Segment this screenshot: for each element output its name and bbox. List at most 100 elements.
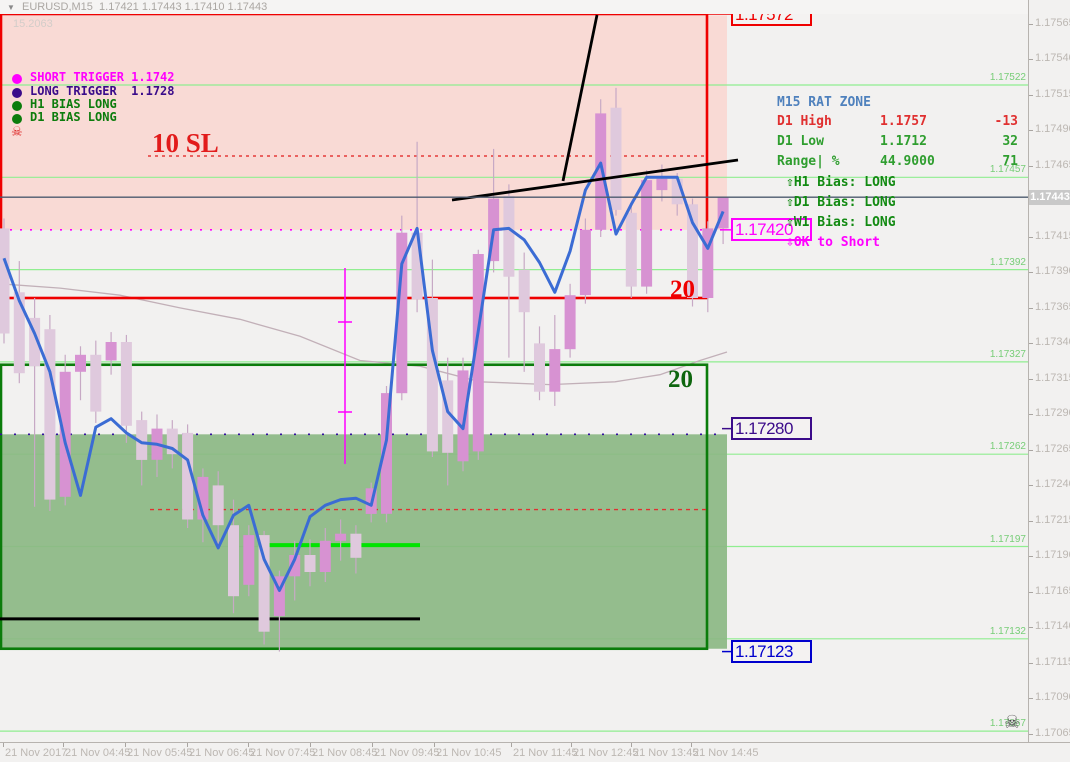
- long-trigger-zone: [0, 434, 727, 649]
- price-axis-tick: [1029, 556, 1033, 558]
- price-axis-tick: [1029, 272, 1033, 274]
- session-low-label[interactable]: 1.17123: [731, 640, 812, 664]
- time-axis-tick: [310, 743, 311, 747]
- indicator-value: 15.2063: [13, 18, 53, 30]
- time-axis-tick: [125, 743, 126, 747]
- time-axis-label: 21 Nov 2017: [5, 747, 68, 759]
- panel-row-d1-low: D1 Low 1.1712 32: [0, 134, 1018, 195]
- ohlc-readout: 1.17421 1.17443 1.17410 1.17443: [99, 1, 268, 13]
- row-label: Range| %: [777, 154, 840, 169]
- candle-body: [595, 113, 607, 230]
- skull-icon: ☠: [11, 124, 23, 139]
- candle-body: [304, 555, 316, 572]
- short-zone-pips-text: 20: [670, 276, 695, 303]
- price-axis-label: 1.17490: [1035, 123, 1070, 136]
- chart-title-bar: ▼ EURUSD,M15 1.17421 1.17443 1.17410 1.1…: [0, 0, 1028, 14]
- time-axis-tick: [187, 743, 188, 747]
- rising-trendline[interactable]: [451, 158, 739, 202]
- price-axis-tick: [1029, 130, 1033, 132]
- time-axis-tick: [631, 743, 632, 747]
- candle-body: [228, 525, 239, 597]
- candle-body: [166, 428, 178, 455]
- steep-trendline[interactable]: [561, 14, 599, 182]
- chart-menu-dropdown-icon[interactable]: ▼: [7, 3, 15, 12]
- price-axis-tick: [1029, 343, 1033, 345]
- long-zone-box[interactable]: [0, 363, 709, 651]
- candle-body: [29, 317, 41, 367]
- time-axis[interactable]: 21 Nov 2017 21 Nov 04:45 21 Nov 05:45 21 No…: [0, 742, 1070, 762]
- price-axis-tick: [1029, 378, 1033, 380]
- candle-body: [641, 180, 653, 287]
- row-value: 1.1757: [880, 114, 927, 129]
- price-axis-tick: [1029, 94, 1033, 96]
- time-axis-label: 21 Nov 10:45: [436, 747, 502, 759]
- candle-body: [120, 342, 132, 426]
- price-axis-label: 1.17065: [1035, 726, 1070, 739]
- candle-body: [702, 228, 714, 298]
- time-axis-tick: [434, 743, 435, 747]
- time-axis-label: 21 Nov 04:45: [65, 747, 131, 759]
- price-axis-label: 1.17415: [1035, 229, 1070, 242]
- legend-label: LONG TRIGGER 1.1728: [30, 84, 175, 98]
- time-axis-label: 21 Nov 07:45: [250, 747, 316, 759]
- legend-row-short-trigger: SHORT TRIGGER 1.1742: [0, 70, 175, 86]
- price-axis-tick: [1029, 520, 1033, 522]
- short-trigger-label[interactable]: 1.17420: [731, 218, 812, 242]
- price-axis-label: 1.17215: [1035, 513, 1070, 526]
- candle-body: [625, 212, 637, 287]
- time-axis-tick: [63, 743, 64, 747]
- row-num: 32: [1002, 134, 1018, 149]
- candle-body: [243, 535, 255, 585]
- candle-body: [212, 485, 224, 526]
- w1-bias-status: ⇧W1 Bias: LONG: [786, 215, 896, 230]
- panel-row-range: Range| % 44.9000 71: [0, 154, 1018, 285]
- panel-title: M15 RAT ZONE: [777, 95, 871, 110]
- candle-body: [59, 371, 71, 497]
- price-axis-tick: [1029, 627, 1033, 629]
- row-num: -13: [994, 114, 1018, 129]
- time-axis-label: 21 Nov 12:45: [573, 747, 639, 759]
- row-value: 44.9000: [880, 154, 935, 169]
- candle-body: [687, 204, 698, 298]
- price-axis-tick: [1029, 485, 1033, 487]
- h1-bias-bullet-icon: [12, 101, 22, 111]
- pivot-level-label: 1.17522: [989, 72, 1026, 83]
- price-axis-label: 1.17315: [1035, 371, 1070, 384]
- candle-body: [396, 232, 408, 394]
- candle-body: [426, 298, 438, 452]
- short-zone-box[interactable]: [0, 12, 709, 300]
- time-axis-label: 21 Nov 14:45: [693, 747, 759, 759]
- candle-body: [671, 178, 683, 205]
- time-axis-label: 21 Nov 06:45: [189, 747, 255, 759]
- price-axis-tick: [1029, 733, 1033, 735]
- candle-body: [75, 354, 86, 372]
- pivot-level-label: 1.17327: [989, 348, 1026, 360]
- pivot-level-label: 1.17132: [989, 625, 1026, 637]
- time-axis-label: 21 Nov 11:45: [513, 747, 578, 759]
- chart-plot-area[interactable]: [0, 0, 1028, 742]
- candle-body: [258, 535, 270, 632]
- legend-row-h1-bias: H1 BIAS LONG: [0, 97, 117, 113]
- chart-title: EURUSD,M15 1.17421 1.17443 1.17410 1.174…: [22, 1, 267, 13]
- price-axis-label: 1.17090: [1035, 691, 1070, 704]
- price-axis-label: 1.17190: [1035, 549, 1070, 562]
- candle-body: [197, 476, 209, 520]
- long-trigger-label[interactable]: 1.17280: [731, 417, 812, 441]
- candle-body: [549, 349, 561, 392]
- time-axis-tick: [691, 743, 692, 747]
- price-axis-label: 1.17265: [1035, 442, 1070, 455]
- legend-label: SHORT TRIGGER 1.1742: [30, 70, 175, 84]
- price-axis-tick: [1029, 236, 1033, 238]
- price-axis-label: 1.17390: [1035, 265, 1070, 278]
- price-axis-label: 1.17465: [1035, 158, 1070, 171]
- candle-body: [656, 178, 668, 191]
- price-axis-label: 1.17540: [1035, 52, 1070, 65]
- price-axis[interactable]: 1.17443 1.17565 1.17540 1.17515 1.17490 1.17…: [1028, 0, 1070, 742]
- h1-bias-status: ⇧H1 Bias: LONG: [786, 175, 896, 190]
- candle-body: [457, 370, 469, 462]
- panel-row-d1-high: D1 High 1.1757 -13: [0, 45, 1018, 129]
- chart-canvas[interactable]: [0, 0, 1028, 742]
- candle-body: [319, 540, 331, 572]
- row-label: D1 Low: [777, 134, 824, 149]
- legend-label: D1 BIAS LONG: [30, 110, 117, 124]
